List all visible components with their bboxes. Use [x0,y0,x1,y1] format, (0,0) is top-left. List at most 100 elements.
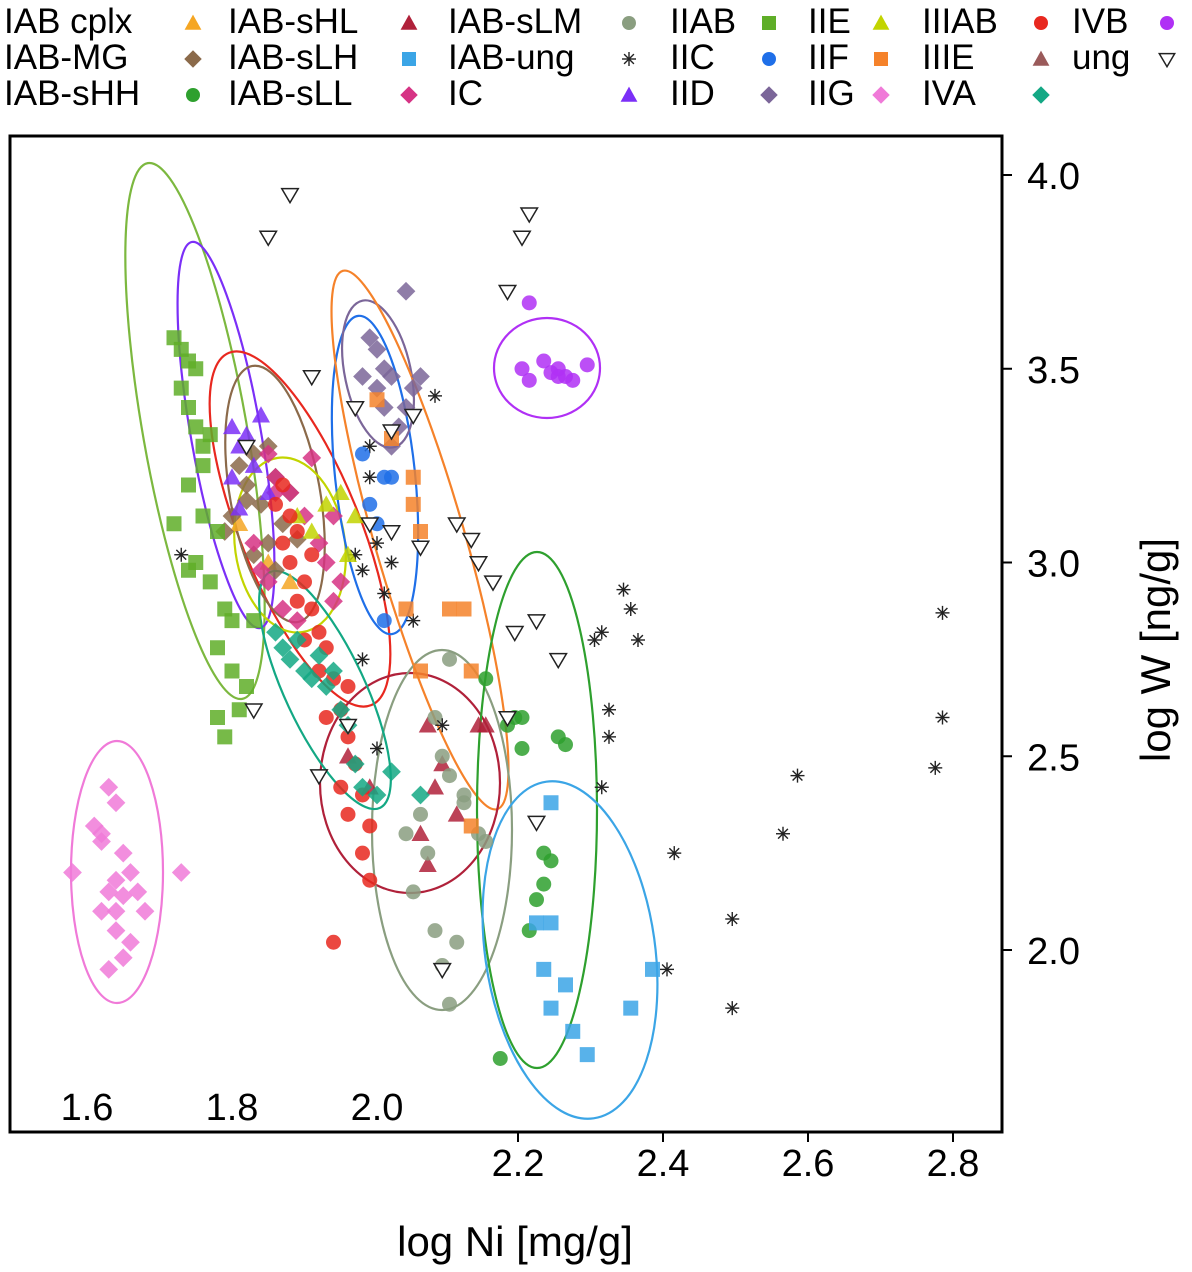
data-point [381,424,402,441]
data-point [266,560,285,580]
data-point [195,458,211,474]
data-points [63,187,950,1066]
data-point [166,330,182,346]
data-point [237,475,256,495]
data-point [121,932,140,952]
data-point [244,533,264,553]
data-point [113,948,133,968]
data-point [418,855,437,872]
data-point [229,456,249,475]
data-point [367,785,387,805]
legend-marker-shape [1032,50,1050,66]
data-point [411,785,430,805]
y-axis-ticks: 2.0 2.5 3.0 3.5 4.0 [1002,156,1080,973]
data-point [536,961,552,977]
data-point [99,960,119,979]
data-point [543,853,559,869]
series-iab-slh [529,795,660,1063]
data-point [340,729,356,745]
data-point [202,574,218,590]
data-point [514,741,530,756]
data-point [536,876,552,892]
legend-marker-shape [1034,16,1048,30]
data-point [237,425,256,442]
legend-label: IID [670,74,715,113]
legend-marker-icon [402,52,416,66]
legend-label: IAB-sLH [228,38,359,77]
data-point [353,367,372,386]
data-point [367,340,387,359]
data-point [223,417,241,435]
data-point [381,524,402,542]
data-point [360,517,380,534]
data-point [181,477,196,493]
data-point [461,532,481,549]
data-point [558,977,573,993]
legend-label: IC [448,74,483,113]
data-point [587,633,602,647]
data-point [224,613,240,629]
data-point [435,718,450,733]
data-point [548,652,568,670]
legend-marker-icon [1160,16,1174,30]
legend-label: IAB-sLL [228,74,353,113]
legend-label: IVB [1072,2,1129,41]
data-point [558,737,573,753]
data-point [324,591,343,611]
data-point [63,863,82,882]
data-point [231,702,247,718]
data-point [529,892,544,908]
legend-marker-shape [186,88,200,102]
legend-label: IIF [808,38,849,77]
data-point [478,834,494,849]
data-point [345,754,365,774]
legend-marker-shape [1032,86,1050,104]
series-ung [236,187,568,980]
data-point [935,605,950,620]
data-point [210,524,225,539]
data-point [287,611,307,630]
data-point [427,923,443,939]
data-point [251,560,271,580]
data-point [413,663,428,679]
data-point [442,996,457,1012]
data-point [113,843,133,863]
group-ellipses [69,161,659,1120]
ellipse-iiie [330,269,510,811]
y-tick-label: 2.5 [1027,737,1080,779]
data-point [790,768,805,783]
legend-marker-icon [186,88,200,102]
series-iiab [166,330,262,745]
data-point [442,768,457,784]
data-point [275,535,291,551]
data-point [174,547,189,562]
data-point [302,522,321,539]
legend-marker-icon [762,52,776,66]
data-point [550,361,566,377]
data-point [355,446,370,462]
data-point [514,361,530,377]
data-point [369,392,385,408]
data-point [246,613,262,629]
data-point [173,380,189,396]
data-point [106,870,126,890]
data-point [468,555,489,573]
data-point [338,718,358,735]
legend-marker-icon [1032,50,1050,66]
data-point [135,901,155,921]
legend-label: IIE [808,2,851,41]
legend-label: IIC [670,38,715,77]
data-point [398,826,414,842]
x-tick-label: 2.0 [351,1087,404,1129]
data-point [631,633,645,647]
legend-label: IVA [922,74,976,113]
series-ivb [514,295,595,388]
legend-label: IAB-sLM [448,2,583,41]
legend-marker-icon [872,14,890,30]
x-tick-label: 1.6 [61,1087,114,1129]
x-tick-label: 2.4 [637,1143,690,1185]
series-iva [63,777,191,979]
legend-label: IIG [808,74,855,113]
data-point [287,630,307,650]
data-point [128,882,148,902]
